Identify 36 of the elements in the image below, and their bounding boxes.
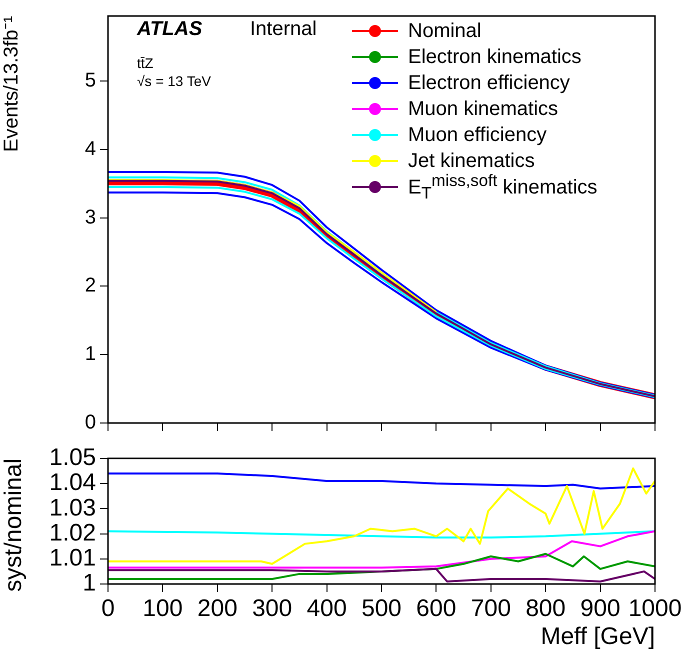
y-tick-label: 1.05 bbox=[49, 444, 96, 472]
x-tick-label: 100 bbox=[142, 595, 183, 622]
y-tick-label: 4 bbox=[84, 138, 96, 160]
legend-label: Muon efficiency bbox=[408, 124, 547, 146]
x-tick-label: 600 bbox=[416, 595, 456, 622]
x-tick-label: 900 bbox=[580, 595, 620, 622]
x-tick-label: 300 bbox=[252, 595, 292, 622]
y-axis-title: syst/nominal bbox=[0, 458, 28, 592]
legend-label: E$_{T}$$^{miss,soft}$ kinematics bbox=[408, 170, 598, 204]
y-axis-title: Events/13.3fb⁻¹ bbox=[0, 16, 23, 152]
annotation: ATLAS bbox=[137, 18, 202, 40]
annotation: tt̄Z bbox=[137, 55, 154, 72]
y-tick-label: 1.01 bbox=[49, 544, 96, 572]
legend-label: Nominal bbox=[408, 20, 482, 42]
y-tick-label: 2 bbox=[84, 274, 96, 297]
y-tick-label: 3 bbox=[84, 206, 96, 228]
legend-label: Electron kinematics bbox=[408, 46, 582, 68]
x-tick-label: 500 bbox=[361, 595, 402, 622]
legend-label: Muon kinematics bbox=[408, 98, 558, 120]
x-tick-label: 200 bbox=[197, 595, 238, 622]
legend-label: Jet kinematics bbox=[408, 150, 535, 172]
y-tick-label: 0 bbox=[84, 412, 96, 434]
x-tick-label: 400 bbox=[306, 595, 347, 622]
legend-label: Electron efficiency bbox=[408, 72, 570, 94]
y-tick-label: 1 bbox=[82, 570, 96, 597]
x-tick-label: 1000 bbox=[628, 595, 682, 622]
annotation: Internal bbox=[250, 18, 317, 40]
y-tick-label: 1.02 bbox=[49, 519, 96, 546]
x-tick-label: 700 bbox=[470, 595, 511, 622]
y-tick-label: 1 bbox=[84, 343, 96, 366]
y-tick-label: 1.03 bbox=[49, 494, 96, 522]
x-axis-title: Meff [GeV] bbox=[540, 623, 655, 650]
x-tick-label: 800 bbox=[526, 595, 566, 622]
y-tick-label: 5 bbox=[84, 70, 96, 92]
y-tick-label: 1.04 bbox=[49, 469, 96, 496]
annotation: √s = 13 TeV bbox=[137, 73, 211, 90]
